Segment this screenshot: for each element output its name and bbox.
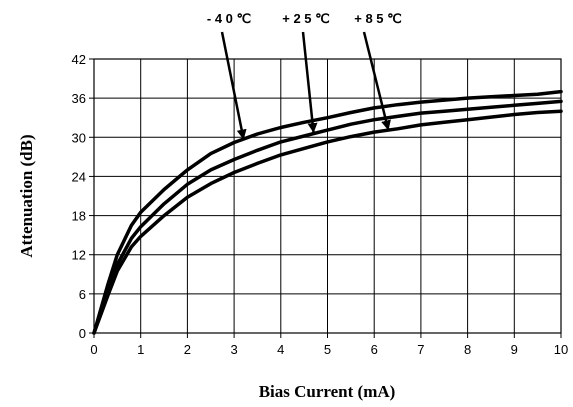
annotation-arrow	[301, 31, 318, 134]
x-tick-label: 0	[90, 342, 97, 357]
y-axis-title: Attenuation (dB)	[17, 134, 36, 257]
y-tick-label: 18	[72, 209, 86, 224]
annotation-arrow	[362, 31, 391, 131]
x-tick-label: 9	[511, 342, 518, 357]
series-annotation-label: + 8 5 ℃	[354, 11, 402, 26]
x-tick-label: 10	[554, 342, 568, 357]
series-annotation-label: - 4 0 ℃	[207, 11, 251, 26]
series-lines	[92, 89, 563, 335]
annotation-arrow	[220, 31, 247, 140]
x-axis-title: Bias Current (mA)	[259, 382, 396, 401]
x-tick-label: 1	[137, 342, 144, 357]
x-tick-label: 2	[184, 342, 191, 357]
y-tick-label: 0	[79, 326, 86, 341]
series-annotation-label: + 2 5 ℃	[282, 11, 330, 26]
y-tick-label: 24	[72, 169, 86, 184]
x-tick-label: 4	[277, 342, 284, 357]
series-line-3	[92, 109, 563, 335]
x-tick-label: 3	[230, 342, 237, 357]
y-tick-label: 42	[72, 52, 86, 67]
annotations: - 4 0 ℃ + 2 5 ℃ + 8 5 ℃	[207, 11, 402, 140]
grid	[93, 58, 562, 334]
y-tick-label: 6	[79, 287, 86, 302]
x-tick-label: 7	[417, 342, 424, 357]
series-line-1	[92, 89, 563, 335]
y-tick-label: 12	[72, 248, 86, 263]
x-tick-label: 8	[464, 342, 471, 357]
x-axis-ticks: 0 1 2 3 4 5 6 7 8 9 10	[90, 333, 568, 357]
series-line-2	[92, 99, 563, 335]
y-tick-label: 36	[72, 91, 86, 106]
x-tick-label: 6	[371, 342, 378, 357]
y-axis-ticks: 0 6 12 18 24 30 36 42	[72, 52, 94, 341]
y-tick-label: 30	[72, 130, 86, 145]
x-tick-label: 5	[324, 342, 331, 357]
